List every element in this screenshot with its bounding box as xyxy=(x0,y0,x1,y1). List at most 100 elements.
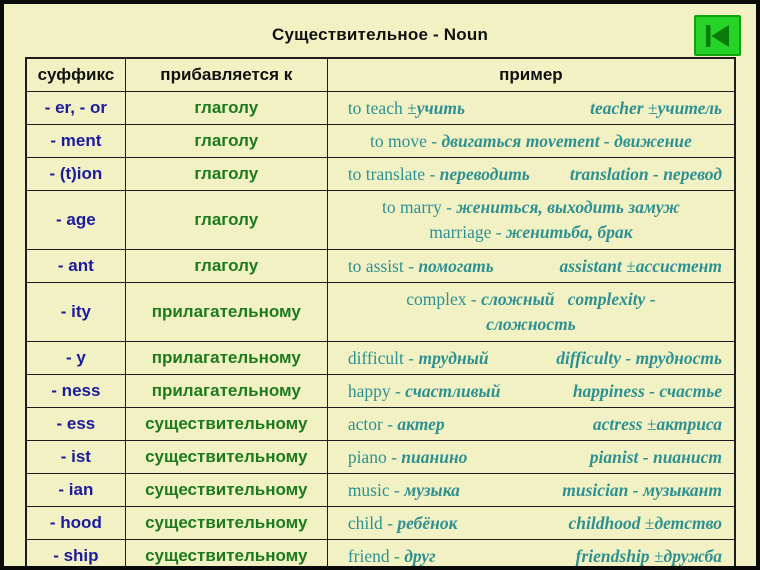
table-row: - ess существительному actor - актер actres… xyxy=(25,407,736,441)
example-cell: to teach ±учить teacher ±учитель xyxy=(326,91,736,125)
example-text: двигаться xyxy=(441,130,522,151)
table-row: - ity прилагательному complex - сложный co… xyxy=(25,282,736,342)
example-line: friend - друг friendship ±дружба xyxy=(328,546,734,567)
example-group: difficulty - трудность xyxy=(556,348,722,369)
page-title: Существительное - Noun xyxy=(271,25,489,44)
example-group: child - ребёнок xyxy=(348,513,458,534)
example-group: to teach ±учить xyxy=(348,98,465,119)
attaches-to-cell: существительному xyxy=(124,506,328,540)
example-group: music - музыка xyxy=(348,480,460,501)
attaches-to-cell: существительному xyxy=(124,473,328,507)
example-text: to translate - xyxy=(347,163,440,184)
attaches-to-cell: глаголу xyxy=(124,124,328,158)
example-text: переводить xyxy=(439,163,530,184)
table-row: - y прилагательному difficult - трудный dif… xyxy=(25,341,736,375)
suffix-cell: - age xyxy=(25,190,126,250)
example-text: актриса xyxy=(656,413,722,434)
header-suffix: суффикс xyxy=(25,57,126,92)
example-text: друг xyxy=(404,545,436,566)
example-text: женитьба, брак xyxy=(505,222,633,242)
example-line: to assist - помогать assistant ±ассистент xyxy=(328,256,734,277)
attaches-to-cell: глаголу xyxy=(124,91,328,125)
example-text: актер xyxy=(397,413,445,434)
example-group: happy - счастливый xyxy=(348,381,501,402)
example-line: to marry - жениться, выходить замуж xyxy=(328,197,734,218)
example-line: child - ребёнок childhood ±детство xyxy=(328,513,734,534)
example-cell: piano - пианино pianist - пианист xyxy=(326,440,736,474)
suffix-cell: - ess xyxy=(25,407,126,441)
example-group: to translate - переводить xyxy=(348,164,530,185)
skip-to-start-button[interactable] xyxy=(694,15,741,56)
example-cell: to marry - жениться, выходить замуж marri… xyxy=(326,190,736,250)
table-row: - age глаголу to marry - жениться, выходит… xyxy=(25,190,736,250)
table-row: - ian существительному music - музыка music… xyxy=(25,473,736,507)
example-text: musician - музыкант xyxy=(562,479,722,500)
example-text: friend - xyxy=(347,545,405,566)
example-group: teacher ±учитель xyxy=(590,98,722,119)
example-group: childhood ±детство xyxy=(568,513,722,534)
example-line: complex - сложный complexity - xyxy=(328,289,734,310)
suffix-cell: - hood xyxy=(25,506,126,540)
example-cell: to move - двигаться movement - движение xyxy=(326,124,736,158)
table-row: - (t)ion глаголу to translate - переводить… xyxy=(25,157,736,191)
table-body: - er, - or глаголу to teach ±учить teacher … xyxy=(25,91,736,567)
example-text: ± xyxy=(643,97,658,118)
example-cell: child - ребёнок childhood ±детство xyxy=(326,506,736,540)
example-group: piano - пианино xyxy=(348,447,468,468)
example-text: музыка xyxy=(404,479,460,500)
example-text: пианино xyxy=(401,446,468,467)
example-cell: difficult - трудный difficulty - трудност… xyxy=(326,341,736,375)
example-group: happiness - счастье xyxy=(573,381,722,402)
example-text: difficulty - трудность xyxy=(556,347,722,368)
suffix-table: суффикс прибавляется к пример - er, - or… xyxy=(25,57,736,567)
example-text: difficult - xyxy=(347,347,419,368)
example-text: happiness - счастье xyxy=(572,380,722,401)
example-text: to teach ± xyxy=(347,97,417,118)
attaches-to-cell: глаголу xyxy=(124,157,328,191)
example-text: to move - xyxy=(370,130,442,151)
example-line: difficult - трудный difficulty - трудност… xyxy=(328,348,734,369)
example-text: translation - перевод xyxy=(569,163,722,184)
example-text: assistant xyxy=(559,255,622,276)
example-cell: to translate - переводить translation - п… xyxy=(326,157,736,191)
example-text: сложный xyxy=(481,289,555,309)
table-row: - ist существительному piano - пианино pian… xyxy=(25,440,736,474)
header-attaches-to: прибавляется к xyxy=(124,57,328,92)
example-text: actress xyxy=(592,413,643,434)
example-line: to translate - переводить translation - п… xyxy=(328,164,734,185)
attaches-to-cell: существительному xyxy=(124,440,328,474)
example-line: piano - пианино pianist - пианист xyxy=(328,447,734,468)
example-cell: music - музыка musician - музыкант xyxy=(326,473,736,507)
example-text: ассистент xyxy=(635,255,722,276)
attaches-to-cell: глаголу xyxy=(124,249,328,283)
attaches-to-cell: глаголу xyxy=(124,190,328,250)
example-text: complexity - xyxy=(567,289,656,309)
attaches-to-cell: прилагательному xyxy=(124,341,328,375)
suffix-cell: - ist xyxy=(25,440,126,474)
suffix-cell: - er, - or xyxy=(25,91,126,125)
example-line: to teach ±учить teacher ±учитель xyxy=(328,98,734,119)
example-group: musician - музыкант xyxy=(562,480,722,501)
example-text: happy - xyxy=(347,380,406,401)
example-text: music - xyxy=(347,479,405,500)
example-group: translation - перевод xyxy=(570,164,722,185)
example-text: child - xyxy=(347,512,398,533)
example-text: ± xyxy=(621,255,636,276)
example-text: actor - xyxy=(347,413,398,434)
example-text: учитель xyxy=(657,97,722,118)
example-group: to assist - помогать xyxy=(348,256,494,277)
example-line: actor - актер actress ±актриса xyxy=(328,414,734,435)
attaches-to-cell: прилагательному xyxy=(124,374,328,408)
example-cell: actor - актер actress ±актриса xyxy=(326,407,736,441)
example-cell: to assist - помогать assistant ±ассистент xyxy=(326,249,736,283)
example-line: сложность xyxy=(328,314,734,335)
example-group: pianist - пианист xyxy=(590,447,722,468)
example-line: music - музыка musician - музыкант xyxy=(328,480,734,501)
example-text: friendship xyxy=(575,545,650,566)
example-text xyxy=(554,289,567,309)
table-header-row: суффикс прибавляется к пример xyxy=(25,57,736,92)
example-cell: happy - счастливый happiness - счастье xyxy=(326,374,736,408)
example-group: actor - актер xyxy=(348,414,445,435)
example-text: to marry - xyxy=(381,197,457,217)
